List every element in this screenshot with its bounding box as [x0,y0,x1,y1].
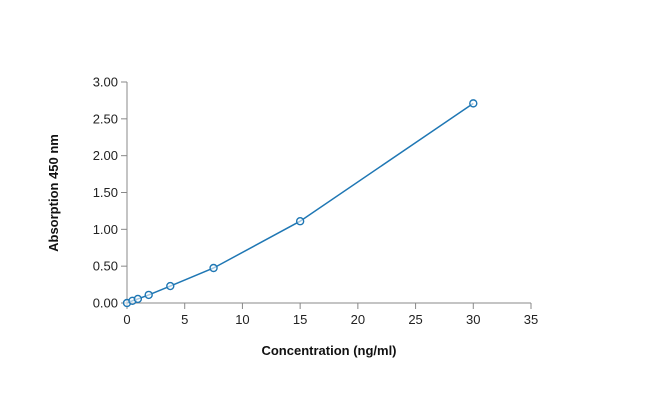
data-series [122,99,478,308]
x-tick-label: 20 [351,312,365,327]
y-axis: 0.00 0.50 1.00 1.50 2.00 2.50 3.00 [93,75,128,311]
x-tick-label: 0 [123,312,130,327]
x-tick-label: 5 [181,312,188,327]
y-tick-label: 0.00 [93,296,118,311]
series-line [126,102,474,304]
y-tick-label: 1.50 [93,185,118,200]
data-point [295,217,305,226]
y-tick-label: 0.50 [93,259,118,274]
x-tick-label: 15 [293,312,307,327]
x-tick-label: 35 [524,312,538,327]
y-tick-label: 1.00 [93,222,118,237]
y-tick-label: 3.00 [93,75,118,90]
data-point [133,294,143,304]
data-point [144,290,153,300]
data-point [469,99,478,108]
x-axis-title: Concentration (ng/ml) [261,343,396,358]
y-axis-title: Absorption 450 nm [46,134,61,252]
x-tick-label: 30 [466,312,480,327]
data-point [209,263,218,273]
x-tick-label: 10 [235,312,249,327]
x-axis: 0 5 10 15 20 25 30 35 [123,302,538,327]
y-tick-label: 2.00 [93,148,118,163]
y-tick-label: 2.50 [93,111,118,126]
x-tick-label: 25 [408,312,422,327]
data-point [166,281,175,291]
